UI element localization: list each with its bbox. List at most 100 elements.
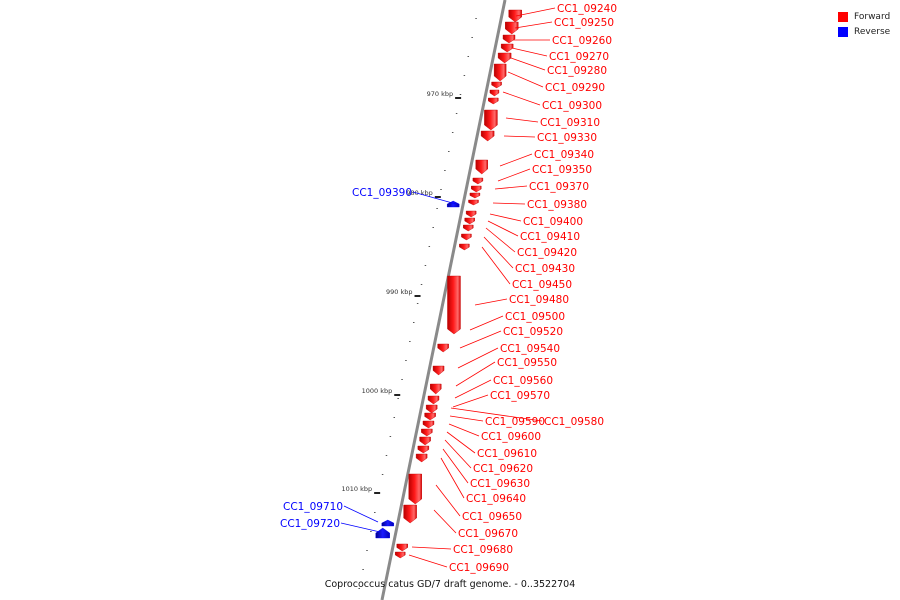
gene-label[interactable]: CC1_09370 xyxy=(529,181,589,193)
minor-tick xyxy=(475,18,477,19)
gene-label[interactable]: CC1_09480 xyxy=(509,294,569,306)
minor-tick xyxy=(389,436,392,437)
leader-line xyxy=(499,153,533,167)
gene-label[interactable]: CC1_09250 xyxy=(554,17,614,29)
forward-gene-arrow xyxy=(497,52,512,64)
gene-labels: CC1_09240 CC1_09250 CC1_09260 CC1_09270 CC1_… xyxy=(280,3,617,574)
leader-line xyxy=(492,202,526,205)
leader-line xyxy=(412,191,457,205)
forward-gene-arrow xyxy=(421,428,433,437)
forward-gene-arrow xyxy=(502,34,516,44)
minor-tick xyxy=(416,303,419,304)
leader-line xyxy=(452,394,489,408)
leader-line xyxy=(444,439,472,469)
minor-tick xyxy=(374,512,376,513)
gene-label[interactable]: CC1_09570 xyxy=(490,390,550,402)
leader-line xyxy=(435,484,461,517)
gene-label[interactable]: CC1_09640 xyxy=(466,493,526,505)
gene-label[interactable]: CC1_09630 xyxy=(470,478,530,490)
minor-tick xyxy=(358,588,360,589)
forward-gene-arrow xyxy=(395,551,406,559)
forward-gene-arrow xyxy=(468,199,479,206)
forward-gene-arrow xyxy=(459,243,470,251)
leader-line xyxy=(340,522,381,533)
forward-gene-arrow xyxy=(417,445,430,454)
forward-gene-arrow xyxy=(500,43,514,53)
minor-tick xyxy=(436,208,438,209)
gene-label[interactable]: CC1_09710 xyxy=(283,501,343,513)
gene-label[interactable]: CC1_09580 xyxy=(544,416,604,428)
legend: Forward Reverse xyxy=(838,9,898,39)
ruler-tick xyxy=(394,394,401,396)
gene-label[interactable]: CC1_09300 xyxy=(542,100,602,112)
gene-label[interactable]: CC1_09270 xyxy=(549,51,609,63)
gene-label[interactable]: CC1_09430 xyxy=(515,263,575,275)
forward-gene-arrow xyxy=(437,343,449,353)
minor-tick xyxy=(401,379,403,380)
label-leader-lines xyxy=(340,7,556,568)
legend-reverse-label: Reverse xyxy=(854,26,891,37)
minor-tick xyxy=(459,94,462,95)
forward-gene-arrow xyxy=(461,233,472,241)
gene-label[interactable]: CC1_09540 xyxy=(500,343,560,355)
leader-line xyxy=(343,505,379,523)
gene-label[interactable]: CC1_09600 xyxy=(481,431,541,443)
gene-label[interactable]: CC1_09340 xyxy=(534,149,594,161)
forward-gene-arrow xyxy=(419,436,431,446)
ruler-tick xyxy=(414,295,421,297)
forward-gene-arrow xyxy=(465,210,477,218)
forward-gene-arrow xyxy=(480,130,495,142)
gene-label[interactable]: CC1_09350 xyxy=(532,164,592,176)
ruler-tick-label: 1010 kbp xyxy=(342,485,373,493)
ruler-tick xyxy=(434,196,441,198)
forward-gene-arrow xyxy=(505,21,519,35)
gene-label[interactable]: CC1_09330 xyxy=(537,132,597,144)
gene-label[interactable]: CC1_09560 xyxy=(493,375,553,387)
gene-label[interactable]: CC1_09400 xyxy=(523,216,583,228)
map-caption: Coprococcus catus GD/7 draft genome. - 0… xyxy=(324,579,576,590)
leader-line xyxy=(503,135,536,138)
reverse-gene-arrow xyxy=(375,527,390,539)
forward-gene-arrow xyxy=(408,473,422,505)
legend-forward: Forward xyxy=(838,9,898,24)
leader-line xyxy=(502,91,541,106)
gene-label[interactable]: CC1_09670 xyxy=(458,528,518,540)
forward-gene-arrow xyxy=(427,395,440,405)
gene-label[interactable]: CC1_09650 xyxy=(462,511,522,523)
minor-tick xyxy=(448,151,450,152)
gene-label[interactable]: CC1_09310 xyxy=(540,117,600,129)
gene-label[interactable]: CC1_09590 xyxy=(485,416,545,428)
gene-label[interactable]: CC1_09410 xyxy=(520,231,580,243)
gene-label[interactable]: CC1_09420 xyxy=(517,247,577,259)
minor-tick xyxy=(385,455,388,456)
leader-line xyxy=(507,71,544,88)
leader-line xyxy=(449,415,484,422)
gene-label[interactable]: CC1_09690 xyxy=(449,562,509,574)
gene-label[interactable]: CC1_09290 xyxy=(545,82,605,94)
gene-label[interactable]: CC1_09620 xyxy=(473,463,533,475)
gene-label[interactable]: CC1_09720 xyxy=(280,518,340,530)
leader-line xyxy=(497,168,531,182)
gene-label[interactable]: CC1_09390 xyxy=(352,187,412,199)
gene-label[interactable]: CC1_09240 xyxy=(557,3,617,15)
gene-label[interactable]: CC1_09500 xyxy=(505,311,565,323)
forward-swatch xyxy=(838,11,848,22)
forward-gene-arrow xyxy=(493,63,507,82)
forward-gene-arrow xyxy=(484,109,498,131)
gene-label[interactable]: CC1_09610 xyxy=(477,448,537,460)
minor-tick xyxy=(397,398,399,399)
gene-label[interactable]: CC1_09450 xyxy=(512,279,572,291)
minor-tick xyxy=(444,170,446,171)
forward-gene-arrow xyxy=(425,404,438,414)
gene-label[interactable]: CC1_09260 xyxy=(552,35,612,47)
gene-label[interactable]: CC1_09680 xyxy=(453,544,513,556)
forward-gene-arrow xyxy=(463,224,474,232)
gene-label[interactable]: CC1_09520 xyxy=(503,326,563,338)
gene-label[interactable]: CC1_09550 xyxy=(497,357,557,369)
leader-line xyxy=(446,431,476,454)
forward-gene-arrow xyxy=(471,185,482,193)
minor-tick xyxy=(451,132,454,133)
gene-label[interactable]: CC1_09380 xyxy=(527,199,587,211)
gene-label[interactable]: CC1_09280 xyxy=(547,65,607,77)
forward-gene-arrow xyxy=(472,177,484,185)
